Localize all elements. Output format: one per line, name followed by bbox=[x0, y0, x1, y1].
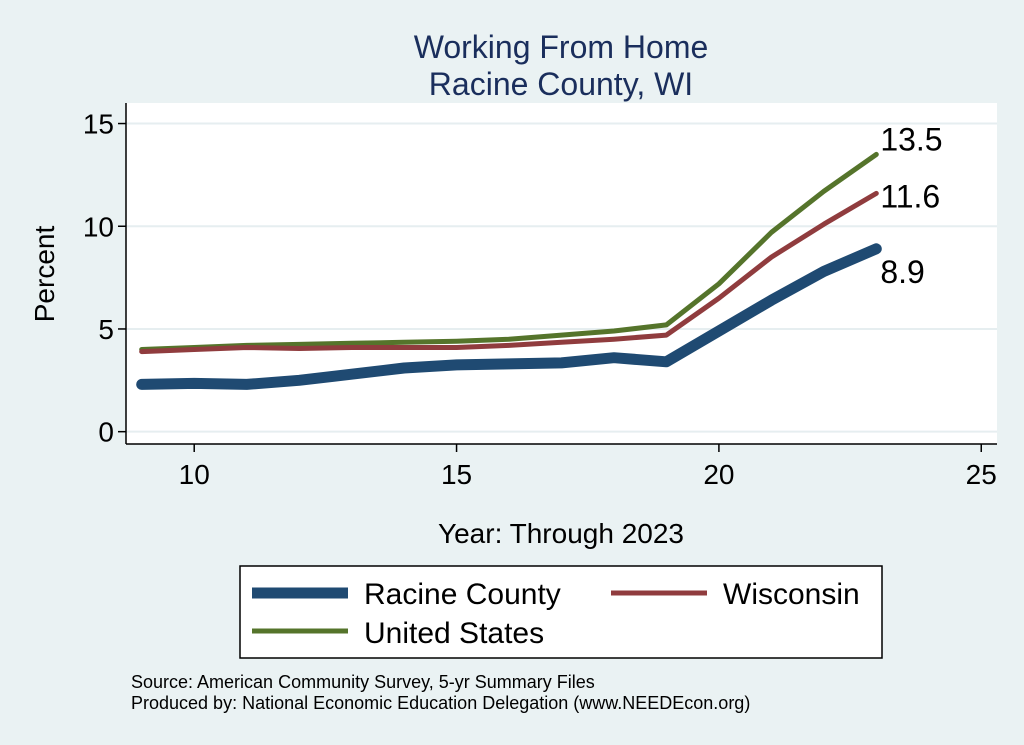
x-tick-label-20: 20 bbox=[703, 459, 734, 490]
chart-title-line-2: Racine County, WI bbox=[429, 66, 693, 102]
producer-note: Produced by: National Economic Education… bbox=[131, 693, 750, 713]
y-axis-label: Percent bbox=[29, 226, 60, 323]
legend-label-racine-county: Racine County bbox=[364, 578, 561, 611]
gridlines bbox=[126, 122, 997, 433]
source-note: Source: American Community Survey, 5-yr … bbox=[131, 672, 595, 692]
y-tick-label-15: 15 bbox=[83, 109, 114, 140]
series-line-united-states bbox=[139, 151, 879, 352]
tick-labels: 0 5 10 15 10 15 20 25 bbox=[83, 109, 997, 490]
plot-area bbox=[126, 103, 997, 444]
series-lines bbox=[136, 151, 882, 390]
x-tick-label-25: 25 bbox=[966, 459, 997, 490]
y-tick-label-10: 10 bbox=[83, 211, 114, 242]
series-line-racine-county bbox=[136, 243, 882, 390]
end-label-united-states: 13.5 bbox=[880, 121, 942, 157]
end-value-labels: 8.9 11.6 13.5 bbox=[880, 121, 942, 289]
end-label-wisconsin: 11.6 bbox=[880, 178, 940, 214]
x-axis-label: Year: Through 2023 bbox=[438, 518, 684, 549]
x-tick-label-10: 10 bbox=[179, 459, 210, 490]
chart-title-line-1: Working From Home bbox=[414, 29, 709, 65]
x-tick-label-15: 15 bbox=[441, 459, 472, 490]
legend-label-united-states: United States bbox=[364, 617, 544, 650]
axes bbox=[118, 103, 997, 452]
end-label-racine-county: 8.9 bbox=[880, 254, 924, 290]
legend-label-wisconsin: Wisconsin bbox=[723, 578, 860, 611]
y-tick-label-0: 0 bbox=[98, 417, 114, 448]
y-tick-label-5: 5 bbox=[98, 314, 114, 345]
series-line-wisconsin bbox=[139, 190, 879, 355]
legend: Racine County Wisconsin United States bbox=[239, 565, 883, 659]
legend-box bbox=[239, 565, 883, 659]
